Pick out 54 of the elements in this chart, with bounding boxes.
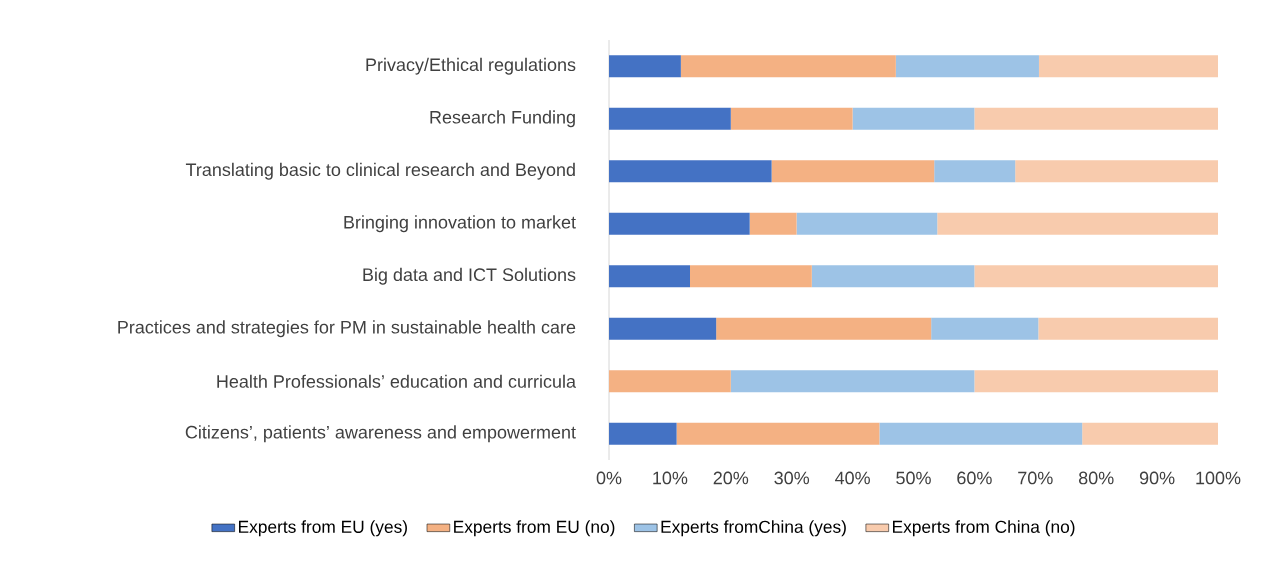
bar <box>1015 160 1218 183</box>
bar <box>609 160 772 183</box>
bar <box>879 422 1083 445</box>
bar <box>749 212 797 235</box>
y-tick-label: Practices and strategies for PM in sustainable health care <box>118 320 576 338</box>
bar <box>609 212 750 235</box>
legend-label: Experts from EU (yes) <box>239 520 407 537</box>
bar <box>609 265 690 288</box>
y-tick-label: Research Funding <box>430 110 575 128</box>
bar <box>730 107 853 130</box>
x-tick-label: 80% <box>1078 471 1114 485</box>
bar <box>895 55 1039 78</box>
bar <box>796 212 938 235</box>
bar <box>609 317 717 340</box>
bar <box>716 317 932 340</box>
bar <box>609 55 681 78</box>
bar <box>931 317 1039 340</box>
legend-label: Experts fromChina (yes) <box>661 520 846 537</box>
y-tick-label: Privacy/Ethical regulations <box>366 57 576 75</box>
bar <box>1038 55 1218 78</box>
bar <box>974 107 1218 130</box>
bar <box>680 55 896 78</box>
bar <box>937 212 1218 235</box>
bar <box>609 422 677 445</box>
x-tick-label: 60% <box>957 471 992 485</box>
bar <box>771 160 935 183</box>
bar <box>690 265 812 288</box>
x-tick-label: 10% <box>653 471 688 485</box>
legend-label: Experts from China (no) <box>893 520 1075 537</box>
x-tick-label: 50% <box>896 471 931 485</box>
bar <box>1038 317 1218 340</box>
y-tick-label: Big data and ICT Solutions <box>363 267 576 285</box>
x-tick-label: 90% <box>1139 471 1175 485</box>
bar <box>974 370 1218 393</box>
bar <box>934 160 1016 183</box>
bar <box>609 107 731 130</box>
x-tick-label: 100% <box>1196 471 1241 485</box>
y-tick-label: Bringing innovation to market <box>344 215 576 233</box>
x-tick-label: 70% <box>1018 471 1053 485</box>
bar <box>609 370 731 393</box>
x-tick-label: 0% <box>596 471 622 485</box>
bar <box>1082 422 1218 445</box>
bar <box>730 370 975 393</box>
x-tick-label: 20% <box>713 471 749 485</box>
y-tick-label: Health Professionals’ education and curricula <box>217 374 576 388</box>
bar <box>974 265 1218 288</box>
x-tick-label: 30% <box>774 471 810 485</box>
y-tick-label: Translating basic to clinical research and Beyond <box>185 162 575 180</box>
x-tick-label: 40% <box>835 471 870 485</box>
bar <box>811 265 975 288</box>
y-tick-label: Citizens’, patients’ awareness and empowerment <box>185 425 576 443</box>
bar <box>676 422 880 445</box>
bar <box>852 107 975 130</box>
legend-label: Experts from EU (no) <box>454 520 615 537</box>
